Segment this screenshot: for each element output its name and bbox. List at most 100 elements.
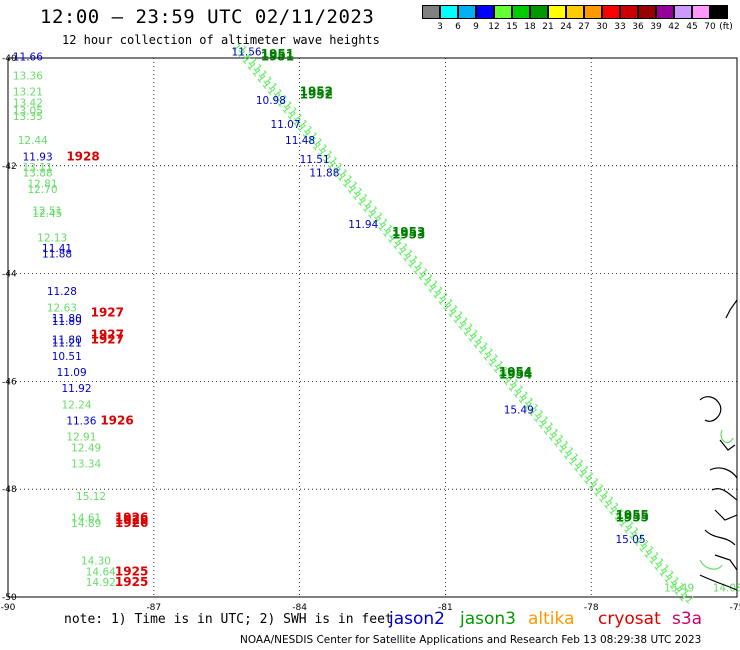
coastline	[699, 299, 738, 591]
swh-value-jason3: 12.91	[66, 432, 96, 444]
swh-value-jason3: 14.92	[86, 577, 116, 589]
scale-swatch	[602, 5, 620, 19]
swh-value-jason3: 13.11	[23, 162, 53, 174]
swh-value-jason3: 13.35	[13, 111, 43, 123]
swh-value-jason2: 11.93	[23, 151, 53, 163]
scale-label: 15	[506, 22, 518, 32]
swh-value-jason3: 12.24	[61, 399, 91, 411]
pass-time-label: 1926	[115, 511, 148, 525]
scale-swatch	[620, 5, 638, 19]
scale-label: 6	[455, 22, 461, 32]
swh-value-jason3: 14.30	[81, 556, 111, 568]
legend-jason3: jason3	[460, 609, 516, 629]
scale-swatch	[674, 5, 692, 19]
swh-value-jason2: 11.89	[52, 316, 82, 328]
scale-label: 27	[578, 22, 590, 32]
pass-time-label: 1953	[392, 228, 425, 242]
scale-swatch	[494, 5, 512, 19]
legend-altika: altika	[528, 609, 575, 629]
credit-line: NOAA/NESDIS Center for Satellite Applica…	[240, 634, 702, 646]
swh-value-jason2: 11.48	[285, 135, 315, 147]
scale-label: 36	[632, 22, 644, 32]
pass-time-label: 1954	[499, 365, 532, 379]
x-tick-label: -84	[292, 603, 307, 613]
swh-value-jason2: 15.05	[616, 534, 646, 546]
pass-time-label: 1927	[91, 333, 124, 347]
swh-value-jason2: 11.07	[270, 119, 300, 131]
scale-label: 42	[668, 22, 680, 32]
pass-time-label: 1926	[100, 414, 133, 428]
swh-value-jason3: 13.05	[13, 106, 43, 118]
scale-swatch	[548, 5, 566, 19]
scale-swatch	[692, 5, 710, 19]
swh-value-jason3: 13.42	[13, 98, 43, 110]
swh-value-jason2: 11.21	[52, 337, 82, 349]
swh-value-jason3: 13.34	[71, 459, 101, 471]
pass-time-label: 1952	[300, 85, 333, 99]
swh-value-jason2: 11.80	[52, 335, 82, 347]
scale-swatch	[530, 5, 548, 19]
swh-value-jason3: 12.81	[27, 178, 57, 190]
swh-value-jason2: 11.56	[232, 46, 262, 58]
swh-value-jason3: 14.89	[71, 518, 101, 530]
scale-label: 9	[473, 22, 479, 32]
pass-time-label: 1927	[91, 327, 124, 341]
swh-value-jason2: 11.36	[66, 416, 96, 428]
scale-label: 30	[596, 22, 608, 32]
swh-value-jason2: 11.92	[61, 383, 91, 395]
swh-value-jason3: 15.12	[76, 491, 106, 503]
pass-time-label: 1952	[300, 87, 333, 101]
swh-value-jason3: 13.49	[664, 583, 694, 595]
pass-time-label: 1951	[261, 47, 294, 61]
scale-swatch	[512, 5, 530, 19]
coastline-track	[699, 429, 734, 570]
scale-label: 12	[488, 22, 500, 32]
swh-value-jason3: 12.70	[27, 184, 57, 196]
x-tick-label: -81	[438, 603, 453, 613]
scale-swatch	[656, 5, 674, 19]
scale-unit: (ft)	[719, 22, 733, 32]
scale-label: 45	[686, 22, 698, 32]
x-tick-label: -90	[1, 603, 16, 613]
scale-label: 70	[704, 22, 716, 32]
x-tick-label: -87	[146, 603, 161, 613]
swh-value-jason3: 12.63	[47, 302, 77, 314]
pass-time-label: 1951	[261, 50, 294, 64]
scale-swatch	[638, 5, 656, 19]
swh-value-jason2: 11.88	[309, 168, 339, 180]
swh-value-jason2: 15.49	[504, 405, 534, 417]
swh-value-jason2: 11.80	[52, 313, 82, 325]
scale-swatch	[710, 5, 728, 19]
scale-swatch	[458, 5, 476, 19]
footnote: note: 1) Time is in UTC; 2) SWH is in fe…	[64, 612, 393, 627]
scale-label: 21	[542, 22, 554, 32]
scale-label: 3	[437, 22, 443, 32]
swh-value-jason2: 11.09	[57, 367, 87, 379]
swh-value-jason3: 13.36	[13, 71, 43, 83]
swh-value-jason3: 14.64	[86, 566, 116, 578]
swh-value-jason2: 11.88	[42, 248, 72, 260]
scale-swatch	[476, 5, 494, 19]
swh-value-jason3: 14.08	[713, 583, 740, 595]
swh-value-jason3: 13.88	[23, 168, 53, 180]
y-tick-label: -50	[2, 593, 17, 603]
scale-label: 39	[650, 22, 662, 32]
scale-label: 24	[560, 22, 572, 32]
y-tick-label: -42	[2, 162, 17, 172]
swh-value-jason3: 12.44	[18, 135, 48, 147]
scale-swatch	[566, 5, 584, 19]
scale-swatch	[440, 5, 458, 19]
x-tick-label: -78	[584, 603, 599, 613]
pass-time-label: 1928	[66, 149, 99, 163]
pass-time-label: 1925	[115, 575, 148, 589]
pass-time-label: 1926	[115, 516, 148, 530]
swh-value-jason3: 12.13	[37, 232, 67, 244]
y-tick-label: -48	[2, 485, 17, 495]
x-tick-label: -75	[730, 603, 740, 613]
pass-time-label: 1955	[616, 508, 649, 522]
legend-jason2: jason2	[389, 609, 445, 629]
swh-value-jason3: 12.49	[71, 442, 101, 454]
pass-time-label: 1954	[499, 368, 532, 382]
swh-value-jason3: 13.21	[13, 87, 43, 99]
